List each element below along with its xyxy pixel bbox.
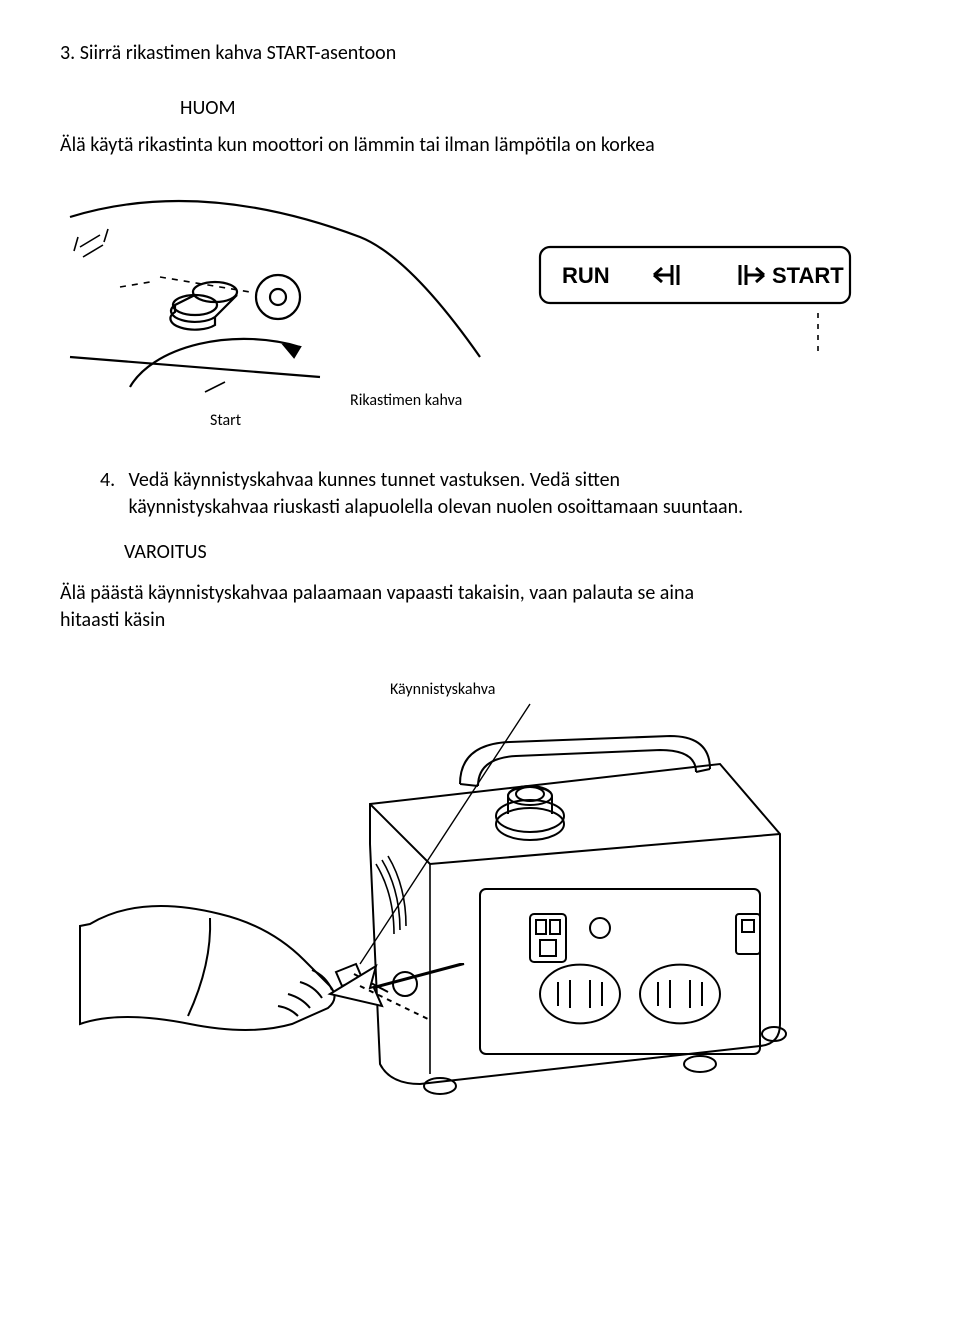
figure-starter: Käynnistyskahva: [60, 664, 900, 1104]
step4-line1: Vedä käynnistyskahvaa kunnes tunnet vast…: [129, 468, 621, 492]
figure-choke: Start Rikastimen kahva RUN START: [60, 177, 900, 437]
huom-label: HUOM: [180, 95, 900, 122]
step4-num: 4.: [100, 467, 124, 494]
step4: 4. Vedä käynnistyskahvaa kunnes tunnet v…: [100, 467, 900, 521]
note2-l2: hitaasti käsin: [60, 608, 165, 632]
fig2-starter-label: Käynnistyskahva: [390, 680, 495, 699]
note2: Älä päästä käynnistyskahvaa palaamaan va…: [60, 580, 900, 634]
step4-line2: käynnistyskahvaa riuskasti alapuolella o…: [129, 495, 744, 519]
fig1-start: START: [772, 263, 844, 288]
step3-num: 3.: [60, 41, 75, 65]
note1: Älä käytä rikastinta kun moottori on läm…: [60, 132, 900, 159]
step3: 3. Siirrä rikastimen kahva START-asentoo…: [60, 40, 900, 67]
fig1-choke-label: Rikastimen kahva: [350, 391, 462, 410]
step3-text: Siirrä rikastimen kahva START-asentoon: [80, 41, 397, 65]
fig1-start-label: Start: [210, 411, 242, 430]
note2-l1: Älä päästä käynnistyskahvaa palaamaan va…: [60, 581, 694, 605]
varoitus-label: VAROITUS: [124, 539, 900, 566]
fig1-run: RUN: [562, 263, 610, 288]
